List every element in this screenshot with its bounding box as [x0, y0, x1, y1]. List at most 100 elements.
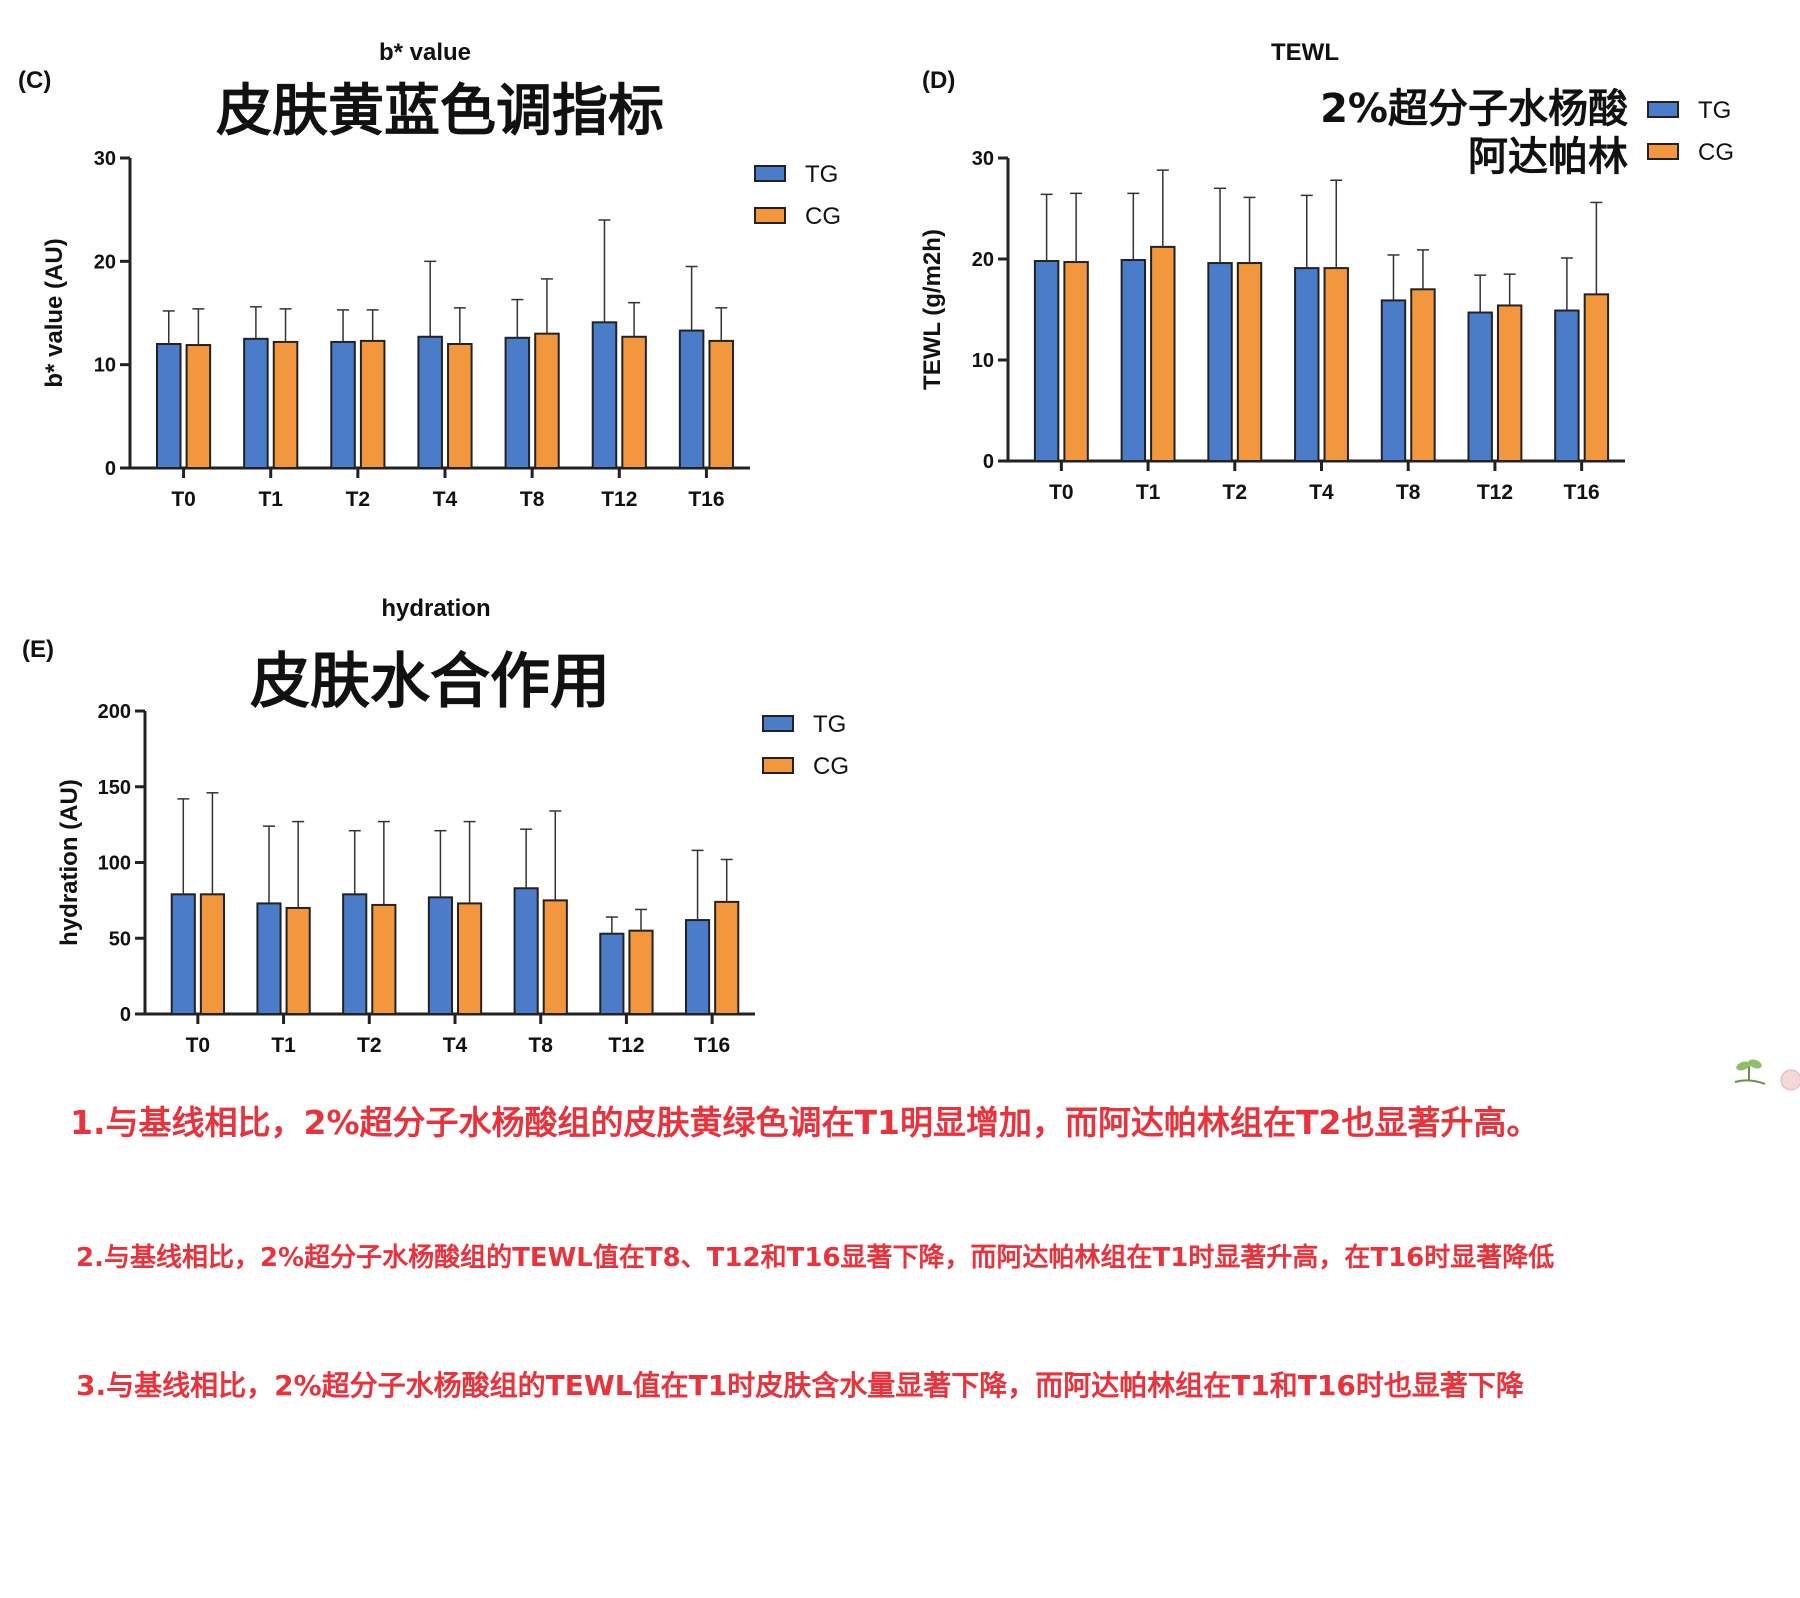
- chart-panel-2: (E) hydration 皮肤水合作用 hydration (AU) 0 50 100 15…: [22, 595, 849, 1057]
- note-2: 2.与基线相比，2%超分子水杨酸组的TEWL值在T8、T12和T16显著下降，而…: [76, 1242, 1554, 1273]
- x-tick-label: T8: [1396, 481, 1421, 504]
- y-axis-label: TEWL (g/m2h): [919, 229, 946, 390]
- bar-cg: [1236, 262, 1263, 463]
- legend-swatch-cg: [1647, 143, 1679, 160]
- legend-label-tg: TG: [1698, 97, 1731, 124]
- bar-tg: [1554, 309, 1580, 463]
- bar-cg: [1583, 293, 1610, 462]
- bar-cg: [1323, 267, 1349, 462]
- x-tick-label: T2: [357, 1034, 382, 1057]
- chart-title: hydration: [381, 595, 490, 622]
- bar-tg: [155, 343, 182, 469]
- bar-cg: [628, 929, 654, 1015]
- bar-cg: [1150, 245, 1176, 462]
- y-tick-label: 10: [94, 355, 116, 377]
- x-tick-label: T0: [1049, 481, 1074, 504]
- y-tick-label: 20: [972, 249, 994, 271]
- x-tick-label: T12: [608, 1034, 644, 1057]
- bar-tg: [1380, 299, 1407, 462]
- legend-label-cg: CG: [1698, 139, 1734, 166]
- x-tick-label: T2: [1223, 481, 1248, 504]
- bar-tg: [243, 337, 269, 470]
- bar-cg: [621, 335, 647, 469]
- bar-tg: [678, 329, 705, 470]
- x-tick-label: T12: [1477, 481, 1513, 504]
- legend-swatch-tg: [754, 165, 786, 182]
- chart-title: TEWL: [1271, 39, 1339, 66]
- y-tick-label: 200: [98, 701, 131, 723]
- legend-label-cg: CG: [813, 753, 849, 780]
- x-tick-label: T1: [258, 488, 283, 511]
- x-tick-label: T16: [1564, 481, 1600, 504]
- overlay-annotation: 皮肤水合作用: [250, 647, 610, 717]
- bar-tg: [342, 893, 368, 1015]
- bar-cg: [359, 339, 386, 469]
- bar-cg: [447, 343, 473, 469]
- y-tick-label: 10: [972, 350, 994, 372]
- legend-swatch-tg: [1647, 101, 1679, 118]
- y-axis-label: hydration (AU): [56, 779, 83, 946]
- x-tick-label: T2: [346, 488, 371, 511]
- bar-cg: [1496, 304, 1523, 462]
- bar-tg: [513, 887, 539, 1016]
- panel-label: (C): [18, 67, 51, 94]
- bar-cg: [185, 344, 212, 469]
- panel-label: (E): [22, 636, 54, 663]
- bar-tg: [1033, 260, 1060, 462]
- bar-tg: [417, 335, 443, 469]
- overlay-annotation: 2%超分子水杨酸: [1320, 86, 1629, 132]
- chart-panel-0: (C) b* value 皮肤黄蓝色调指标 b* value (AU) 0 10 20 30 T…: [18, 39, 841, 511]
- x-tick-label: T4: [443, 1034, 468, 1057]
- legend-swatch-cg: [762, 757, 794, 774]
- legend-label-cg: CG: [805, 203, 841, 230]
- x-tick-label: T4: [1309, 481, 1334, 504]
- y-tick-label: 0: [983, 451, 994, 473]
- bar-cg: [371, 903, 397, 1015]
- x-tick-label: T4: [433, 488, 458, 511]
- bar-cg: [199, 893, 226, 1015]
- x-tick-label: T8: [520, 488, 545, 511]
- y-tick-label: 0: [120, 1004, 131, 1026]
- bar-tg: [504, 336, 531, 469]
- sprout-icon: [1734, 1059, 1800, 1091]
- x-tick-label: T1: [1136, 481, 1161, 504]
- bar-cg: [457, 902, 483, 1016]
- bar-tg: [330, 340, 356, 469]
- note-1: 1.与基线相比，2%超分子水杨酸组的皮肤黄绿色调在T1明显增加，而阿达帕林组在T…: [70, 1103, 1539, 1142]
- bar-cg: [285, 906, 311, 1016]
- bar-cg: [1063, 261, 1089, 462]
- x-tick-label: T1: [271, 1034, 296, 1057]
- overlay-annotation: 阿达帕林: [1468, 134, 1628, 180]
- x-tick-label: T16: [694, 1034, 730, 1057]
- y-tick-label: 100: [98, 853, 131, 875]
- bar-cg: [534, 332, 560, 469]
- bar-tg: [1467, 311, 1493, 462]
- chart-title: b* value: [379, 39, 471, 66]
- y-tick-label: 20: [94, 251, 116, 273]
- x-tick-label: T0: [186, 1034, 211, 1057]
- x-tick-label: T0: [171, 488, 196, 511]
- bar-tg: [170, 893, 196, 1015]
- bar-tg: [427, 896, 454, 1015]
- notes-layer: 1.与基线相比，2%超分子水杨酸组的皮肤黄绿色调在T1明显增加，而阿达帕林组在T…: [70, 1103, 1554, 1402]
- bar-cg: [1410, 288, 1436, 462]
- legend-swatch-cg: [754, 207, 786, 224]
- bar-tg: [1120, 259, 1147, 463]
- bar-tg: [1294, 267, 1320, 462]
- bar-tg: [685, 919, 711, 1016]
- bar-cg: [708, 339, 735, 469]
- legend-swatch-tg: [762, 715, 794, 732]
- legend-label-tg: TG: [813, 711, 846, 738]
- y-axis-label: b* value (AU): [41, 238, 68, 387]
- overlay-annotation: 皮肤黄蓝色调指标: [216, 79, 664, 144]
- x-tick-label: T8: [528, 1034, 553, 1057]
- y-tick-label: 50: [109, 928, 131, 950]
- y-tick-label: 30: [94, 148, 116, 170]
- x-tick-label: T16: [688, 488, 724, 511]
- bar-tg: [591, 321, 618, 469]
- bar-cg: [272, 340, 299, 469]
- y-tick-label: 30: [972, 148, 994, 170]
- bar-tg: [1207, 262, 1233, 463]
- panel-label: (D): [922, 67, 955, 94]
